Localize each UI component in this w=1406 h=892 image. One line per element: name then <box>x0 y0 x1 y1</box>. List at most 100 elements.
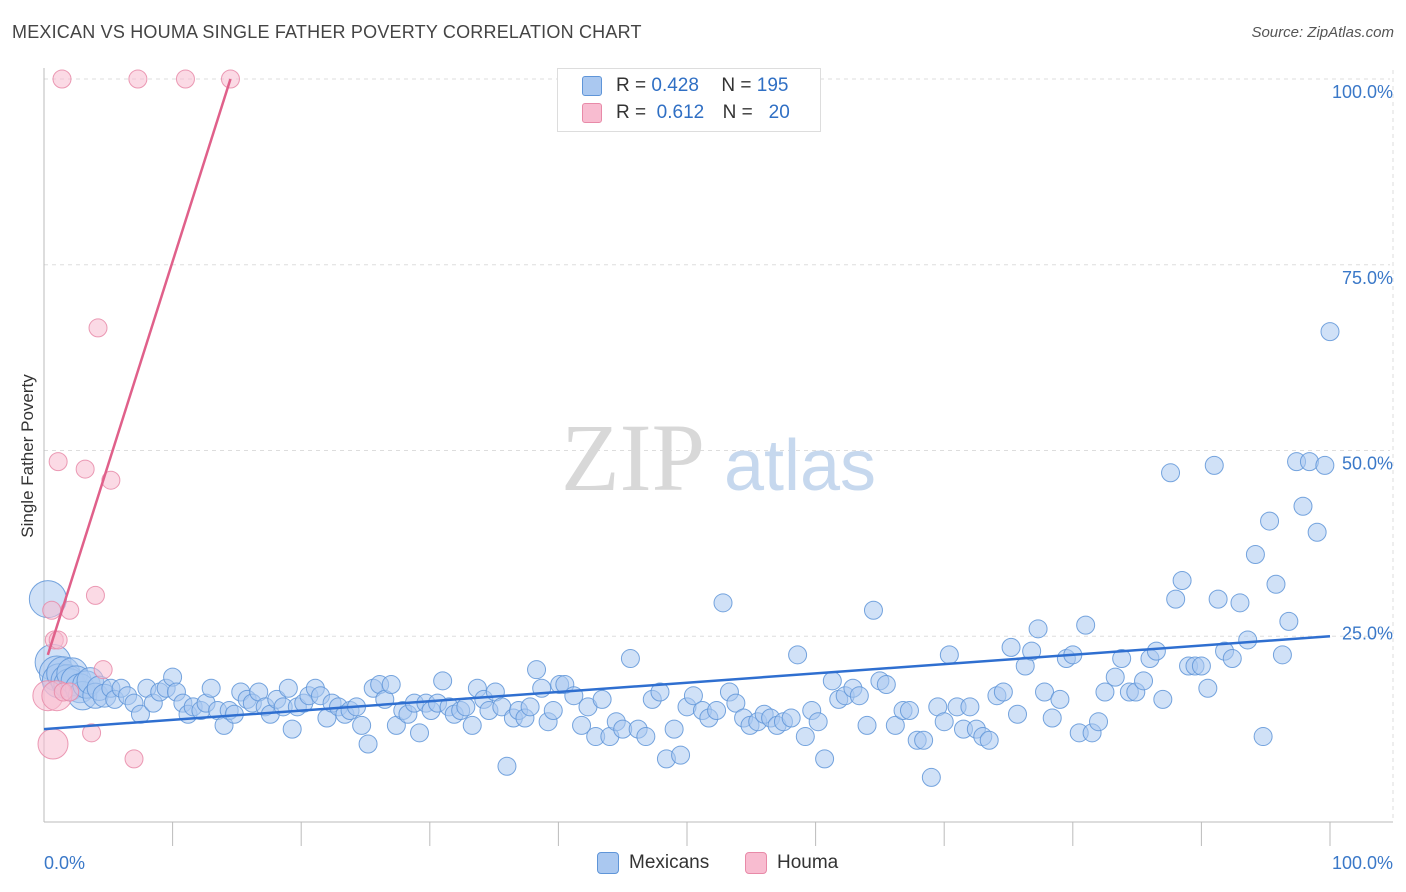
mexicans-point-64 <box>381 675 401 695</box>
mexicans-point-198 <box>1272 645 1292 665</box>
mexicans-point-173 <box>1105 667 1125 687</box>
mexicans-point-99 <box>592 689 612 709</box>
mexicans-point-107 <box>650 682 670 702</box>
trend-line-houma <box>46 78 232 656</box>
axes <box>43 68 1393 846</box>
mexicans-point-197 <box>1266 574 1286 594</box>
mexicans-point-59 <box>352 715 372 735</box>
legend-r-value-mexicans: 0.428 <box>651 75 699 96</box>
bottom-legend-swatch-mexicans <box>597 852 619 874</box>
houma-point-17 <box>124 749 144 769</box>
mexicans-point-69 <box>410 723 430 743</box>
mexicans-point-47 <box>282 719 302 739</box>
mexicans-point-140 <box>876 675 896 695</box>
bottom-legend-mexicans: Mexicans <box>597 852 709 874</box>
series-houma <box>32 69 240 769</box>
mexicans-point-130 <box>808 712 828 732</box>
legend-r-label: R = <box>616 102 647 123</box>
y-tick-label-50: 50.0% <box>1342 454 1393 474</box>
watermark: ZIP atlas <box>561 404 876 511</box>
legend-swatch-houma <box>582 103 602 123</box>
legend-r-label: R = <box>616 75 647 96</box>
mexicans-point-159 <box>1008 704 1028 724</box>
source-label: Source: ZipAtlas.com <box>1251 24 1394 41</box>
mexicans-point-60 <box>358 734 378 754</box>
mexicans-point-118 <box>726 693 746 713</box>
mexicans-point-137 <box>857 715 877 735</box>
mexicans-point-78 <box>462 715 482 735</box>
mexicans-point-152 <box>960 697 980 717</box>
mexicans-point-110 <box>671 745 691 765</box>
bottom-legend-houma: Houma <box>745 852 838 874</box>
mexicans-point-155 <box>979 730 999 750</box>
mexicans-point-96 <box>572 715 592 735</box>
chart-title: MEXICAN VS HOUMA SINGLE FATHER POVERTY C… <box>12 22 642 42</box>
mexicans-point-89 <box>527 660 547 680</box>
mexicans-point-128 <box>795 727 815 747</box>
legend-n-value-houma: 20 <box>768 102 790 123</box>
mexicans-point-180 <box>1153 689 1173 709</box>
x-tick-label-100: 100.0% <box>1332 853 1393 873</box>
y-tick-label-75: 75.0% <box>1342 268 1393 288</box>
mexicans-point-141 <box>885 715 905 735</box>
houma-point-2 <box>37 728 69 760</box>
mexicans-point-143 <box>899 701 919 721</box>
mexicans-point-33 <box>201 678 221 698</box>
mexicans-point-163 <box>1035 682 1055 702</box>
mexicans-point-174 <box>1112 649 1132 669</box>
mexicans-point-196 <box>1260 511 1280 531</box>
mexicans-point-158 <box>1001 637 1021 657</box>
mexicans-point-131 <box>815 749 835 769</box>
houma-point-1 <box>42 600 62 620</box>
mexicans-point-84 <box>497 756 517 776</box>
mexicans-point-138 <box>863 600 883 620</box>
bottom-legend-swatch-houma <box>745 852 767 874</box>
mexicans-point-182 <box>1166 589 1186 609</box>
mexicans-point-203 <box>1307 522 1327 542</box>
mexicans-point-136 <box>849 686 869 706</box>
mexicans-point-165 <box>1050 689 1070 709</box>
bottom-legend-label-mexicans: Mexicans <box>629 852 710 873</box>
mexicans-point-92 <box>543 701 563 721</box>
houma-point-12 <box>82 723 102 743</box>
houma-point-13 <box>85 585 105 605</box>
mexicans-point-188 <box>1204 455 1224 475</box>
bottom-legend-label-houma: Houma <box>777 852 839 873</box>
legend-row-houma: R = 0.612 N = 20 <box>582 100 790 126</box>
mexicans-point-112 <box>683 686 703 706</box>
mexicans-point-103 <box>620 649 640 669</box>
mexicans-point-109 <box>664 719 684 739</box>
mexicans-point-145 <box>914 730 934 750</box>
mexicans-point-146 <box>921 767 941 787</box>
mexicans-point-164 <box>1042 708 1062 728</box>
mexicans-point-204 <box>1315 455 1335 475</box>
mexicans-point-177 <box>1134 671 1154 691</box>
y-tick-label-100: 100.0% <box>1332 82 1393 102</box>
mexicans-point-169 <box>1076 615 1096 635</box>
mexicans-point-191 <box>1222 649 1242 669</box>
legend-n-label: N = <box>722 102 753 123</box>
trend-line-mexicans <box>43 635 1331 731</box>
mexicans-point-162 <box>1028 619 1048 639</box>
series-mexicans <box>28 322 1340 787</box>
mexicans-point-205 <box>1320 322 1340 342</box>
mexicans-point-199 <box>1279 611 1299 631</box>
mexicans-point-88 <box>520 697 540 717</box>
mexicans-point-149 <box>939 645 959 665</box>
mexicans-point-172 <box>1095 682 1115 702</box>
tick-labels: 100.0% 75.0% 50.0% 25.0% 0.0% 100.0% <box>44 82 1393 873</box>
watermark-zip: ZIP <box>561 404 705 511</box>
mexicans-point-46 <box>278 678 298 698</box>
mexicans-point-193 <box>1238 630 1258 650</box>
mexicans-point-195 <box>1253 727 1273 747</box>
houma-point-11 <box>75 459 95 479</box>
mexicans-point-183 <box>1172 571 1192 591</box>
mexicans-point-186 <box>1191 656 1211 676</box>
mexicans-point-77 <box>456 697 476 717</box>
mexicans-point-192 <box>1230 593 1250 613</box>
mexicans-point-73 <box>433 671 453 691</box>
mexicans-point-189 <box>1208 589 1228 609</box>
mexicans-point-194 <box>1245 545 1265 565</box>
houma-point-6 <box>48 452 68 472</box>
